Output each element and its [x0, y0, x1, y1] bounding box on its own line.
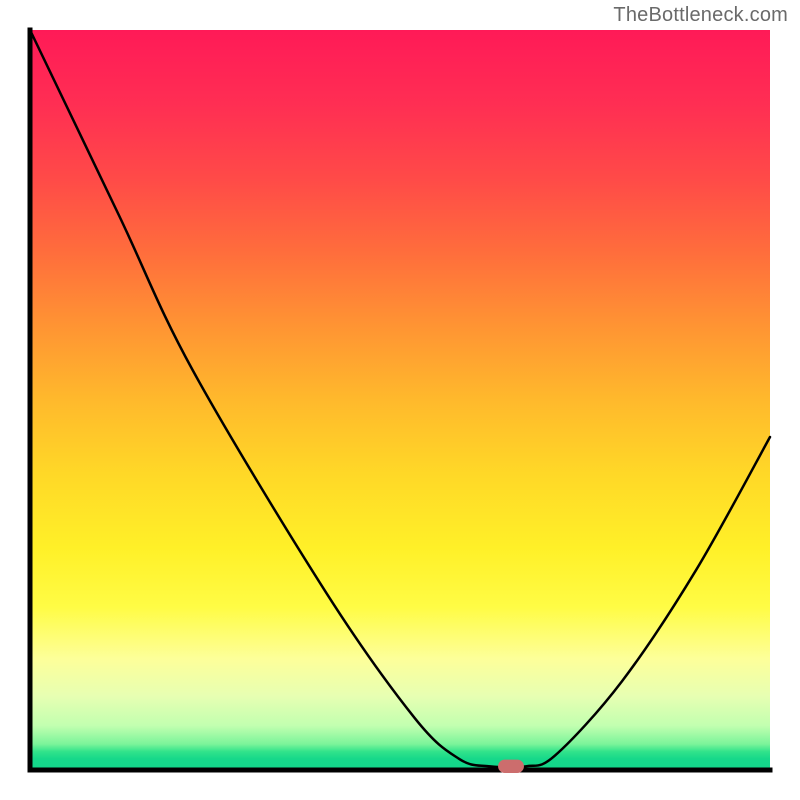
optimum-marker — [498, 760, 524, 773]
watermark-text: TheBottleneck.com — [613, 4, 788, 27]
plot-background-gradient — [30, 30, 770, 770]
chart-container: TheBottleneck.com — [0, 0, 800, 800]
bottleneck-chart — [0, 0, 800, 800]
